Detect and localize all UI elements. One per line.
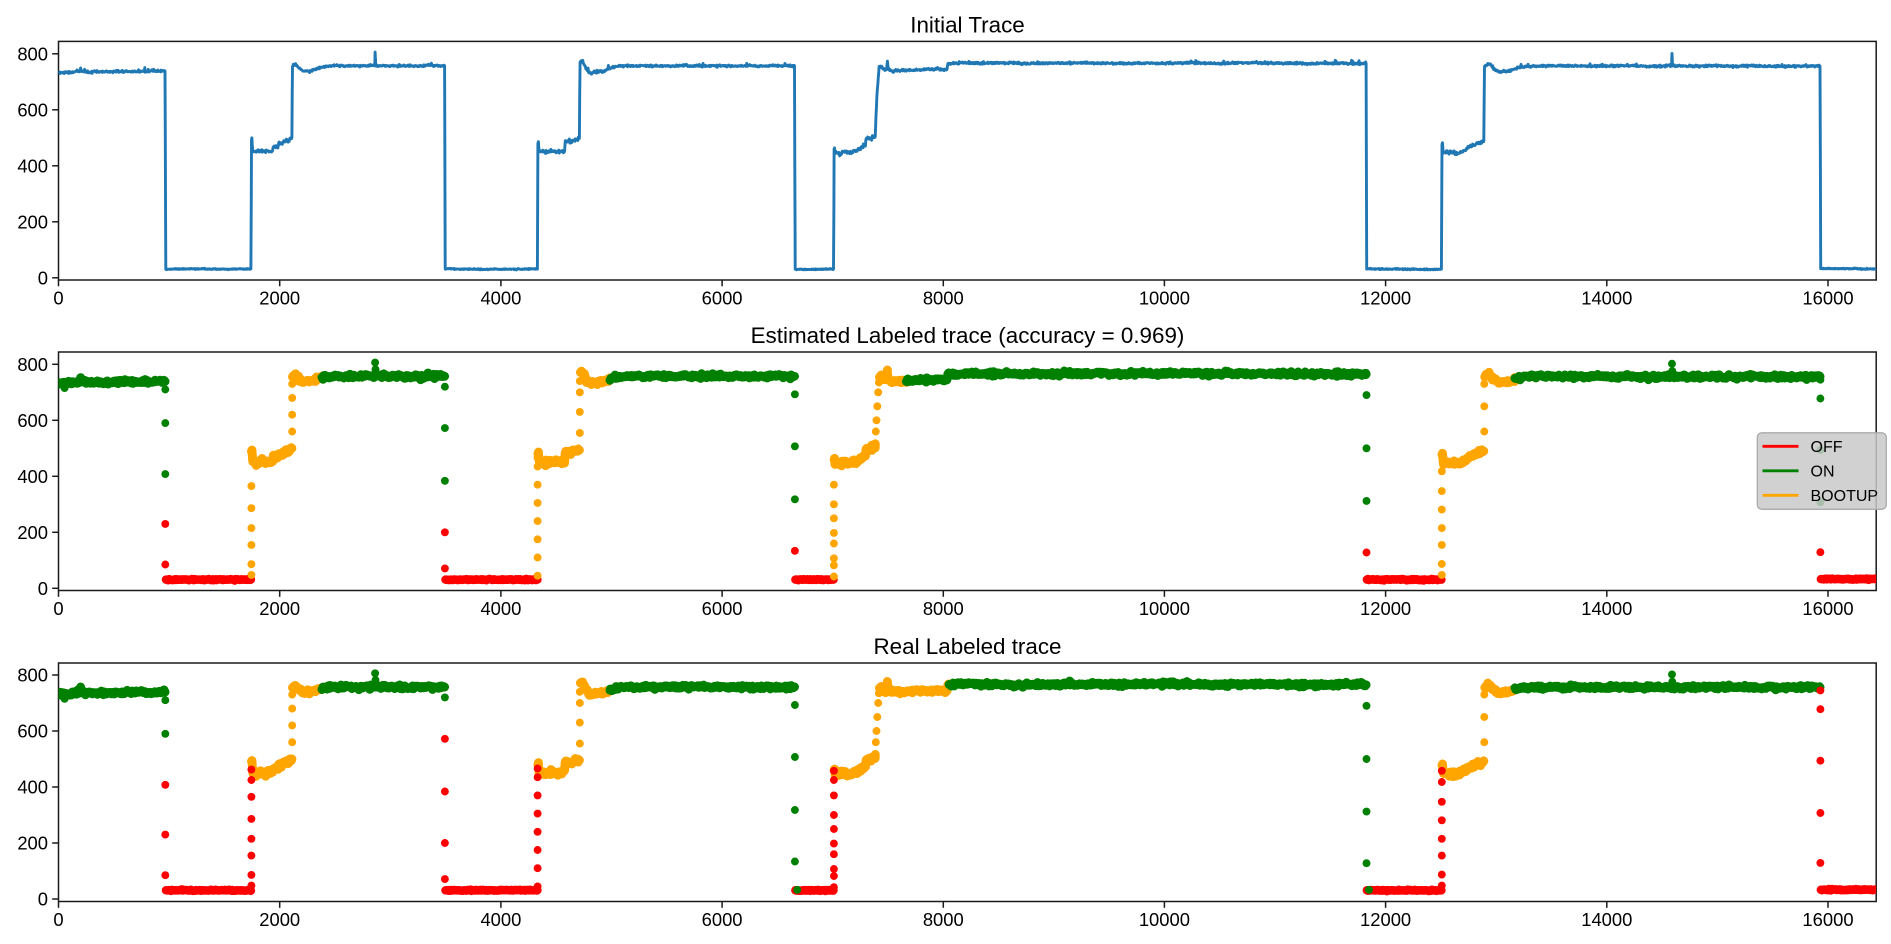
svg-text:16000: 16000 <box>1802 598 1853 619</box>
svg-text:16000: 16000 <box>1802 909 1853 930</box>
svg-text:2000: 2000 <box>259 287 300 308</box>
svg-text:4000: 4000 <box>480 287 521 308</box>
svg-text:14000: 14000 <box>1581 598 1632 619</box>
svg-text:400: 400 <box>17 777 48 798</box>
svg-text:10000: 10000 <box>1139 287 1190 308</box>
svg-text:200: 200 <box>17 522 48 543</box>
svg-text:400: 400 <box>17 155 48 176</box>
svg-text:8000: 8000 <box>923 909 964 930</box>
svg-text:6000: 6000 <box>702 287 743 308</box>
svg-text:800: 800 <box>17 43 48 64</box>
svg-text:800: 800 <box>17 354 48 375</box>
svg-text:0: 0 <box>53 909 63 930</box>
svg-text:BOOTUP: BOOTUP <box>1811 488 1879 505</box>
svg-text:0: 0 <box>38 267 48 288</box>
svg-text:200: 200 <box>17 833 48 854</box>
svg-text:800: 800 <box>17 665 48 686</box>
svg-text:0: 0 <box>53 287 63 308</box>
svg-text:400: 400 <box>17 466 48 487</box>
svg-text:2000: 2000 <box>259 598 300 619</box>
svg-text:16000: 16000 <box>1802 287 1853 308</box>
svg-text:0: 0 <box>38 578 48 599</box>
svg-text:4000: 4000 <box>480 598 521 619</box>
svg-text:14000: 14000 <box>1581 909 1632 930</box>
svg-text:OFF: OFF <box>1811 439 1843 456</box>
svg-text:8000: 8000 <box>923 598 964 619</box>
svg-text:Estimated Labeled trace (accur: Estimated Labeled trace (accuracy = 0.96… <box>751 323 1185 348</box>
svg-text:8000: 8000 <box>923 287 964 308</box>
svg-text:ON: ON <box>1811 464 1835 481</box>
svg-text:0: 0 <box>38 889 48 910</box>
svg-text:0: 0 <box>53 598 63 619</box>
svg-text:6000: 6000 <box>702 598 743 619</box>
svg-text:Initial Trace: Initial Trace <box>910 13 1025 38</box>
svg-text:600: 600 <box>17 721 48 742</box>
svg-text:12000: 12000 <box>1360 909 1411 930</box>
svg-text:12000: 12000 <box>1360 287 1411 308</box>
svg-text:4000: 4000 <box>480 909 521 930</box>
svg-text:Real Labeled trace: Real Labeled trace <box>874 634 1062 659</box>
svg-text:12000: 12000 <box>1360 598 1411 619</box>
svg-text:600: 600 <box>17 99 48 120</box>
svg-text:600: 600 <box>17 410 48 431</box>
svg-text:200: 200 <box>17 211 48 232</box>
svg-text:6000: 6000 <box>702 909 743 930</box>
svg-text:10000: 10000 <box>1139 598 1190 619</box>
svg-text:2000: 2000 <box>259 909 300 930</box>
svg-text:10000: 10000 <box>1139 909 1190 930</box>
svg-text:14000: 14000 <box>1581 287 1632 308</box>
